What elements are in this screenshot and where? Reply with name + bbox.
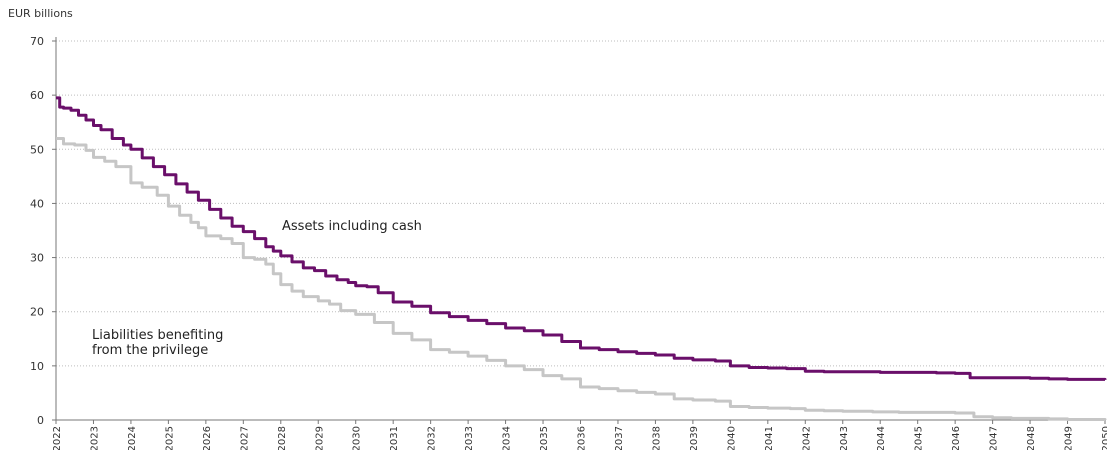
x-tick-label-2023: 2023 [89,426,100,450]
y-tick-label-70: 70 [30,35,44,48]
x-tick-label-2035: 2035 [539,426,550,450]
x-tick-label-2036: 2036 [577,426,588,450]
y-tick-label-10: 10 [30,360,44,373]
liabilities-line [56,137,1107,421]
annotation-liabilities-line2: from the privilege [92,343,208,358]
series-lines [56,96,1107,421]
y-tick-label-0: 0 [37,414,44,427]
x-tick-label-2028: 2028 [277,426,288,450]
y-tick-label-60: 60 [30,89,44,102]
x-tick-label-2041: 2041 [764,426,775,450]
x-tick-label-2024: 2024 [127,426,138,450]
x-tick-label-2034: 2034 [502,426,513,450]
x-tick-label-2048: 2048 [1026,426,1037,450]
x-tick-label-2022: 2022 [52,426,63,450]
x-tick-label-2032: 2032 [427,426,438,450]
x-tick-label-2047: 2047 [989,426,1000,450]
x-tick-label-2046: 2046 [951,426,962,450]
x-tick-label-2029: 2029 [314,426,325,450]
y-tick-label-50: 50 [30,143,44,156]
y-tick-label-40: 40 [30,197,44,210]
x-tick-label-2039: 2039 [689,426,700,450]
x-tick-label-2040: 2040 [726,426,737,450]
x-tick-label-2042: 2042 [801,426,812,450]
x-tick-label-2025: 2025 [164,426,175,450]
x-tick-label-2038: 2038 [651,426,662,450]
x-tick-label-2031: 2031 [389,426,400,450]
y-tick-label-30: 30 [30,252,44,265]
annotation-liabilities-line1: Liabilities benefiting [92,328,223,343]
x-tick-label-2030: 2030 [352,426,363,450]
x-tick-label-2027: 2027 [239,426,250,450]
x-tick-label-2045: 2045 [914,426,925,450]
x-tick-label-2037: 2037 [614,426,625,450]
gridlines [56,40,1105,367]
x-tick-label-2033: 2033 [464,426,475,450]
unit-label: EUR billions [8,7,73,20]
y-tick-label-20: 20 [30,306,44,319]
x-tick-label-2049: 2049 [1064,426,1075,450]
axes [52,37,1106,424]
assets-including-cash-line [56,96,1107,381]
x-tick-label-2043: 2043 [839,426,850,450]
x-tick-label-2026: 2026 [202,426,213,450]
y-tick-labels: 0 10 20 30 40 50 60 70 [30,35,44,427]
x-tick-labels: 2022 2023 2024 2025 2026 2027 2028 2029 2030 2031… [52,426,1107,450]
x-tick-label-2050: 2050 [1101,426,1107,450]
x-tick-label-2044: 2044 [876,426,887,450]
annotation-assets: Assets including cash [282,219,422,234]
